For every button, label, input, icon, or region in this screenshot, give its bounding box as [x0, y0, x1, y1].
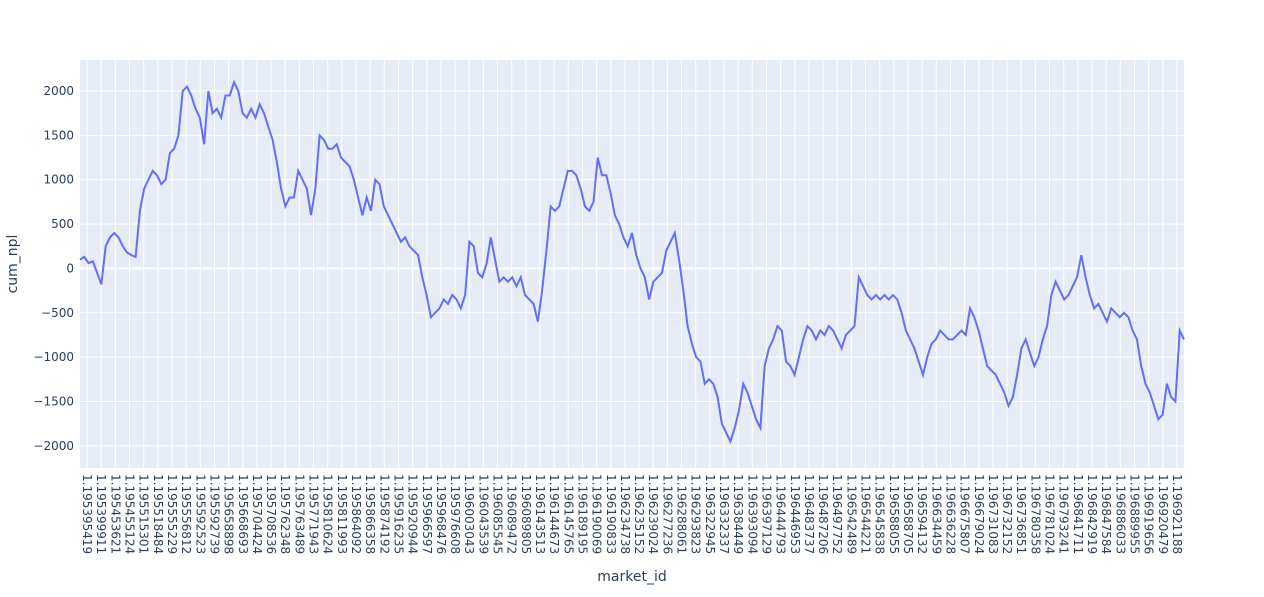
- y-tick-label: −1000: [33, 350, 74, 364]
- y-tick-label: −1500: [33, 394, 74, 408]
- y-tick-label: −2000: [33, 439, 74, 453]
- x-tick-label: 1.195592523: [193, 474, 207, 554]
- x-tick-label: 1.196043539: [476, 474, 490, 554]
- x-tick-label: 1.196636228: [943, 474, 957, 554]
- x-tick-label: 1.196144673: [547, 474, 561, 554]
- x-tick-label: 1.196189195: [575, 474, 589, 554]
- plot-background: [80, 60, 1184, 468]
- x-tick-label: 1.196322945: [703, 474, 717, 554]
- x-tick-label: 1.196487206: [816, 474, 830, 554]
- x-tick-label: 1.195455124: [123, 474, 137, 554]
- x-tick-label: 1.196332337: [717, 474, 731, 554]
- y-tick-labels: −2000 −1500 −1000 −500 0 500 1000 1500 2000: [33, 84, 74, 453]
- x-tick-label: 1.195555229: [165, 474, 179, 554]
- x-tick-label: 1.195395419: [80, 474, 94, 554]
- x-tick-label: 1.196921188: [1170, 474, 1184, 554]
- y-tick-label: 1500: [43, 128, 74, 142]
- x-tick-labels: 1.195395419 1.195399911 1.195453621 1.19545…: [80, 474, 1184, 554]
- x-tick-label: 1.195515301: [137, 474, 151, 554]
- x-tick-label: 1.195864092: [349, 474, 363, 554]
- x-tick-label: 1.196732152: [1000, 474, 1014, 554]
- x-tick-label: 1.196446953: [788, 474, 802, 554]
- x-tick-label: 1.195518484: [151, 474, 165, 554]
- x-tick-label: 1.196588705: [901, 474, 915, 554]
- x-tick-label: 1.196736851: [1014, 474, 1028, 554]
- x-tick-label: 1.195668693: [236, 474, 250, 554]
- x-tick-label: 1.196679024: [972, 474, 986, 554]
- x-tick-label: 1.196780358: [1028, 474, 1042, 554]
- series-line: [79, 79, 1185, 445]
- x-tick-label: 1.196588055: [887, 474, 901, 554]
- x-tick-label: 1.196234738: [618, 474, 632, 554]
- x-tick-label: 1.196675807: [958, 474, 972, 554]
- y-tick-label: −500: [41, 306, 74, 320]
- x-gridlines: [86, 60, 1178, 468]
- x-tick-label: 1.196089805: [519, 474, 533, 554]
- x-tick-label: 1.195762348: [278, 474, 292, 554]
- x-tick-label: 1.196545838: [873, 474, 887, 554]
- x-tick-label: 1.195556812: [179, 474, 193, 554]
- x-tick-label: 1.196277236: [660, 474, 674, 554]
- x-tick-label: 1.195592739: [207, 474, 221, 554]
- x-tick-label: 1.195704424: [250, 474, 264, 554]
- y-gridlines: [80, 90, 1184, 447]
- x-tick-label: 1.195916235: [391, 474, 405, 554]
- x-tick-label: 1.196393094: [745, 474, 759, 554]
- x-tick-label: 1.195966597: [420, 474, 434, 554]
- x-tick-label: 1.196594132: [915, 474, 929, 554]
- x-tick-label: 1.196444793: [774, 474, 788, 554]
- x-axis-title: market_id: [597, 569, 666, 585]
- x-tick-label: 1.195920944: [406, 474, 420, 554]
- x-tick-label: 1.195453621: [108, 474, 122, 554]
- x-tick-label: 1.196919656: [1142, 474, 1156, 554]
- x-tick-label: 1.196847584: [1099, 474, 1113, 554]
- x-tick-label: 1.195708536: [264, 474, 278, 554]
- x-tick-label: 1.196781024: [1043, 474, 1057, 554]
- x-tick-label: 1.196544221: [859, 474, 873, 554]
- x-tick-label: 1.196889955: [1127, 474, 1141, 554]
- x-tick-label: 1.196293823: [689, 474, 703, 554]
- x-tick-label: 1.195976608: [448, 474, 462, 554]
- x-tick-label: 1.195968476: [434, 474, 448, 554]
- x-tick-label: 1.196397129: [759, 474, 773, 554]
- x-tick-label: 1.196288061: [675, 474, 689, 554]
- x-tick-label: 1.195771943: [307, 474, 321, 554]
- x-tick-label: 1.195399911: [94, 474, 108, 554]
- x-tick-label: 1.196793241: [1057, 474, 1071, 554]
- x-tick-label: 1.196920479: [1156, 474, 1170, 554]
- y-tick-label: 0: [66, 261, 74, 275]
- x-tick-label: 1.196886033: [1113, 474, 1127, 554]
- y-axis-title: cum_npl: [5, 235, 21, 294]
- x-tick-label: 1.196003043: [462, 474, 476, 554]
- x-tick-label: 1.196842919: [1085, 474, 1099, 554]
- x-tick-label: 1.195874192: [377, 474, 391, 554]
- x-tick-label: 1.196483737: [802, 474, 816, 554]
- x-tick-label: 1.196085545: [491, 474, 505, 554]
- x-tick-label: 1.196841711: [1071, 474, 1085, 554]
- x-tick-label: 1.196143513: [533, 474, 547, 554]
- x-tick-label: 1.196384449: [731, 474, 745, 554]
- x-tick-label: 1.196239024: [646, 474, 660, 554]
- x-tick-label: 1.195810624: [321, 474, 335, 554]
- x-tick-label: 1.196145765: [561, 474, 575, 554]
- x-tick-label: 1.196542489: [844, 474, 858, 554]
- x-tick-label: 1.196634459: [929, 474, 943, 554]
- x-tick-label: 1.196235152: [632, 474, 646, 554]
- x-tick-label: 1.196190069: [590, 474, 604, 554]
- x-tick-label: 1.196497752: [830, 474, 844, 554]
- x-tick-label: 1.195763489: [292, 474, 306, 554]
- y-tick-label: 2000: [43, 84, 74, 98]
- y-tick-label: 1000: [43, 173, 74, 187]
- y-tick-label: 500: [51, 217, 74, 231]
- x-tick-label: 1.196089472: [505, 474, 519, 554]
- x-tick-label: 1.195866358: [363, 474, 377, 554]
- x-tick-label: 1.195811993: [335, 474, 349, 554]
- x-tick-label: 1.196190833: [604, 474, 618, 554]
- x-tick-label: 1.195658898: [222, 474, 236, 554]
- x-tick-label: 1.196731083: [986, 474, 1000, 554]
